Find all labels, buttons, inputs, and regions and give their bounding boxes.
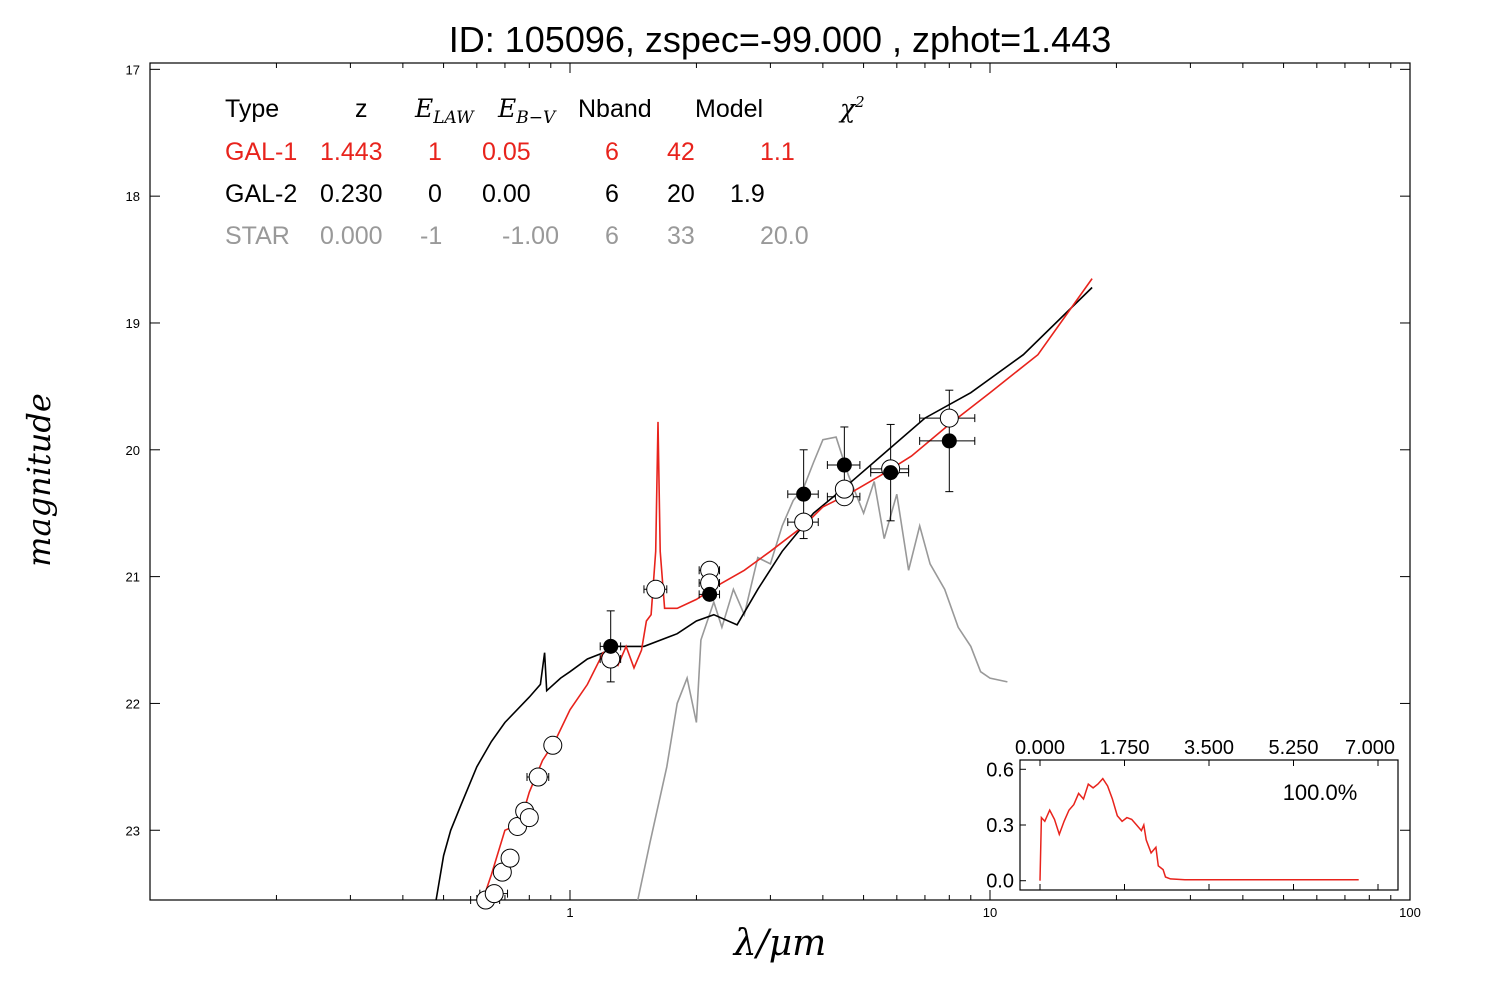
table-cell-nband: 6 [605, 138, 619, 166]
main-plot-frame [149, 62, 1411, 901]
y-axis-label: magnitude [20, 393, 58, 567]
fit-summary-table: Type z ELAW EB−V Nband Model χ2 GAL-1 1.4… [225, 93, 865, 250]
table-cell-elaw: 0 [428, 180, 442, 208]
table-cell-model: 42 [667, 138, 695, 166]
y-tick-label: 23 [126, 823, 140, 838]
table-rows: GAL-1 1.443 1 0.05 6 42 1.1 GAL-2 0.230 0 0.00 6 20 1… [225, 138, 809, 250]
observed-photometry-point [702, 586, 718, 602]
table-cell-type: STAR [225, 222, 290, 250]
x-axis-label: λ/μm [732, 923, 826, 964]
model-photometry-point [834, 479, 854, 499]
main-series-group [435, 278, 1093, 901]
table-header-model: Model [695, 95, 763, 123]
inset-y-tick-label: 0.6 [986, 759, 1014, 781]
table-cell-type: GAL-1 [225, 138, 297, 166]
inset-y-tick-label: 0.0 [986, 871, 1014, 893]
table-cell-nband: 6 [605, 180, 619, 208]
y-tick-label: 22 [126, 696, 140, 711]
table-header-elaw: ELAW [414, 94, 475, 128]
photometry-points [470, 389, 976, 910]
model-photometry-point [528, 767, 548, 787]
inset-x-tick-label: 1.750 [1099, 737, 1149, 759]
table-header-chi2: χ2 [838, 93, 865, 123]
inset-axis-ticks: 0.000 1.750 3.500 5.250 7.000 0.0 0.3 0.6 [986, 737, 1395, 893]
model-photometry-point [794, 512, 814, 532]
table-cell-ebv: 0.05 [482, 138, 531, 166]
table-cell-chi2: 1.1 [760, 138, 795, 166]
series-line-star [637, 436, 1008, 901]
y-tick-label: 18 [126, 189, 140, 204]
table-cell-z: 0.230 [320, 180, 383, 208]
model-photometry-point [484, 884, 504, 904]
y-tick-label: 21 [126, 570, 140, 585]
table-header-nband: Nband [578, 95, 652, 123]
x-tick-label: 10 [983, 905, 997, 920]
table-cell-z: 1.443 [320, 138, 383, 166]
inset-x-tick-label: 7.000 [1345, 737, 1395, 759]
table-cell-ebv: 0.00 [482, 180, 531, 208]
observed-photometry-point [836, 457, 852, 473]
model-photometry-point [939, 408, 959, 428]
inset-x-tick-label: 3.500 [1184, 737, 1234, 759]
inset-annotation: 100.0% [1283, 780, 1358, 805]
table-cell-nband: 6 [605, 222, 619, 250]
x-tick-label: 1 [566, 905, 573, 920]
inset-x-tick-label: 5.250 [1268, 737, 1318, 759]
y-tick-label: 19 [126, 316, 140, 331]
model-photometry-point [519, 808, 539, 828]
chart-title: ID: 105096, zspec=-99.000 , zphot=1.443 [449, 19, 1111, 60]
table-cell-chi2: 20.0 [760, 222, 809, 250]
y-tick-label: 20 [126, 443, 140, 458]
table-cell-type: GAL-2 [225, 180, 297, 208]
model-photometry-point [500, 848, 520, 868]
table-cell-z: 0.000 [320, 222, 383, 250]
inset-frame [1019, 759, 1399, 891]
observed-photometry-point [941, 433, 957, 449]
table-cell-chi2: 1.9 [730, 180, 765, 208]
x-tick-label: 100 [1399, 905, 1421, 920]
series-line-gal2 [435, 286, 1093, 901]
model-photometry-point [543, 735, 563, 755]
table-header-type: Type [225, 95, 279, 123]
y-tick-label: 17 [126, 62, 140, 77]
table-cell-model: 20 [667, 180, 695, 208]
table-cell-elaw: -1 [420, 222, 442, 250]
observed-photometry-point [603, 638, 619, 654]
table-header-z: z [355, 95, 368, 123]
inset-pdz-plot: 0.000 1.750 3.500 5.250 7.000 0.0 0.3 0.6 100.0… [986, 737, 1399, 893]
model-photometry-point [646, 579, 666, 599]
table-cell-ebv: -1.00 [502, 222, 559, 250]
table-cell-elaw: 1 [428, 138, 442, 166]
table-header-ebv: EB−V [497, 94, 557, 128]
inset-y-tick-label: 0.3 [986, 815, 1014, 837]
table-cell-model: 33 [667, 222, 695, 250]
inset-x-tick-label: 0.000 [1015, 737, 1065, 759]
observed-photometry-point [883, 465, 899, 481]
observed-photometry-point [796, 486, 812, 502]
inset-pdz-line [1039, 777, 1359, 881]
